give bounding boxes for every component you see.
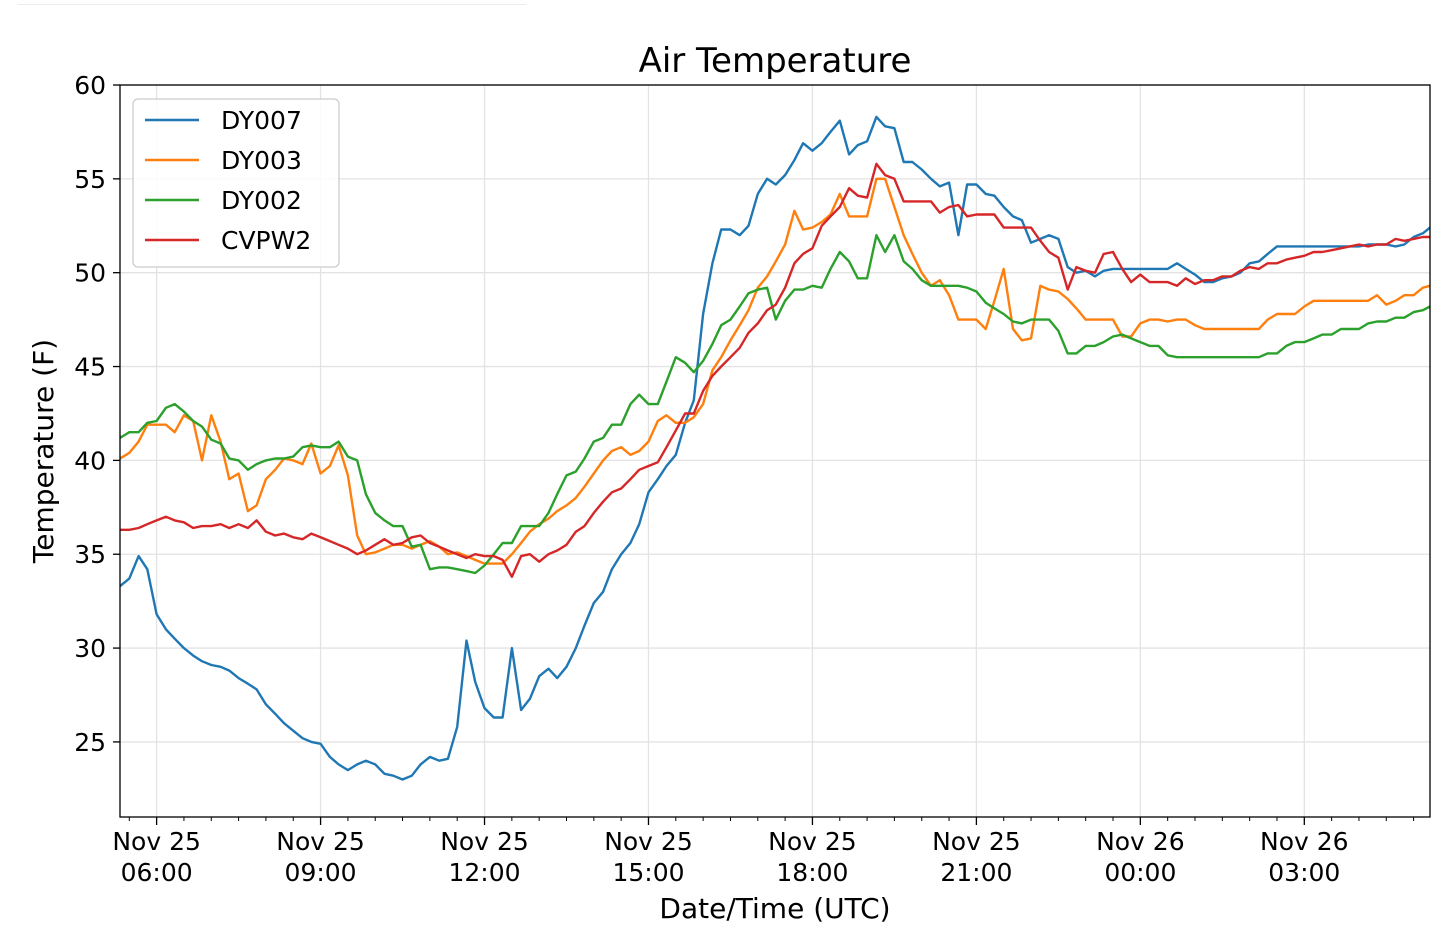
y-axis-label: Temperature (F) bbox=[27, 339, 60, 564]
y-tick-label: 45 bbox=[74, 353, 106, 382]
x-tick-label-time: 12:00 bbox=[449, 858, 521, 887]
x-tick-label-time: 09:00 bbox=[285, 858, 357, 887]
series-layer bbox=[119, 115, 1431, 781]
y-tick-label: 40 bbox=[74, 446, 106, 475]
series-line-dy003 bbox=[119, 177, 1431, 565]
x-tick-label-time: 21:00 bbox=[940, 858, 1012, 887]
x-tick-label-date: Nov 25 bbox=[604, 827, 693, 856]
legend-label-cvpw2: CVPW2 bbox=[221, 226, 311, 255]
series-line-dy007 bbox=[119, 115, 1431, 781]
y-axis: 25 30 35 40 45 50 55 60 bbox=[74, 71, 120, 757]
series-line-cvpw2 bbox=[120, 162, 1430, 578]
top-divider bbox=[18, 0, 526, 5]
x-tick-label-date: Nov 26 bbox=[1260, 827, 1349, 856]
y-tick-label: 50 bbox=[74, 259, 106, 288]
x-tick-label-time: 00:00 bbox=[1104, 858, 1176, 887]
plot-frame bbox=[119, 84, 1431, 818]
x-tick-label-time: 15:00 bbox=[612, 858, 684, 887]
y-tick-label: 30 bbox=[74, 634, 106, 663]
legend-label-dy003: DY003 bbox=[221, 146, 302, 175]
y-tick-label: 55 bbox=[74, 165, 106, 194]
x-tick-label-time: 06:00 bbox=[121, 858, 193, 887]
series-line-dy002 bbox=[119, 234, 1431, 575]
grid-layer bbox=[120, 84, 1430, 817]
y-tick-label: 25 bbox=[74, 728, 106, 757]
legend-label-dy007: DY007 bbox=[221, 106, 302, 135]
x-tick-label-date: Nov 25 bbox=[440, 827, 529, 856]
x-tick-label-date: Nov 25 bbox=[112, 827, 201, 856]
x-tick-label-time: 03:00 bbox=[1268, 858, 1340, 887]
legend: DY007 DY003 DY002 CVPW2 bbox=[132, 98, 340, 268]
y-tick-label: 35 bbox=[74, 540, 106, 569]
x-tick-label-date: Nov 25 bbox=[932, 827, 1021, 856]
y-tick-label: 60 bbox=[74, 71, 106, 100]
x-tick-label-date: Nov 25 bbox=[276, 827, 365, 856]
x-tick-label-date: Nov 26 bbox=[1096, 827, 1185, 856]
x-tick-label-date: Nov 25 bbox=[768, 827, 857, 856]
legend-box bbox=[132, 98, 340, 268]
x-tick-label-time: 18:00 bbox=[776, 858, 848, 887]
legend-label-dy002: DY002 bbox=[221, 186, 302, 215]
chart-title: Air Temperature bbox=[639, 41, 912, 81]
x-axis-label: Date/Time (UTC) bbox=[659, 892, 890, 925]
